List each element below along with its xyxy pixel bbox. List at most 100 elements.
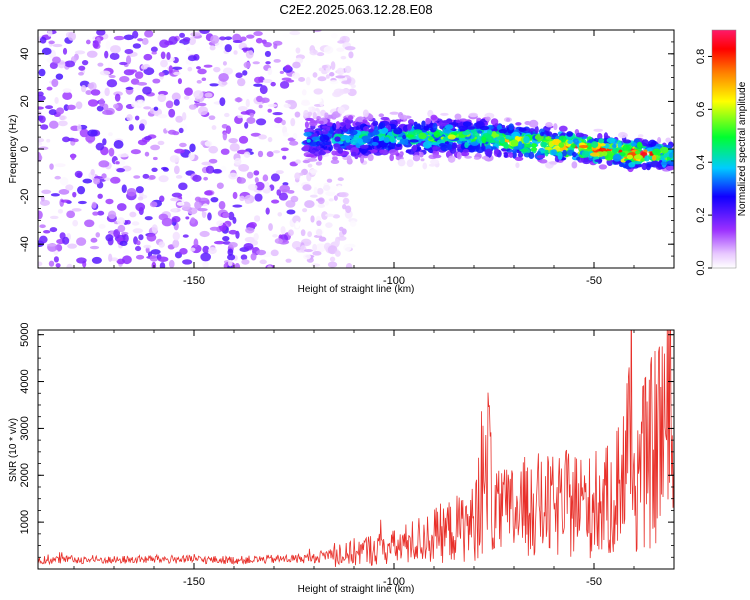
heatmap-cell [75, 101, 83, 110]
heatmap-cell [190, 217, 196, 224]
heatmap-cell [312, 243, 318, 252]
heatmap-cell [40, 195, 45, 202]
heatmap-cell [149, 201, 158, 208]
heatmap-cell [188, 104, 197, 110]
heatmap-cell [113, 140, 124, 149]
heatmap-cell [362, 109, 369, 118]
heatmap-cell [92, 40, 99, 49]
heatmap-cell [87, 99, 99, 107]
heatmap-cell [244, 122, 249, 129]
heatmap-cell [571, 151, 577, 158]
heatmap-cell [76, 237, 87, 246]
heatmap-cell [371, 141, 379, 146]
heatmap-cell [515, 122, 522, 126]
heatmap-cell [193, 238, 199, 248]
heatmap-cell [243, 151, 251, 158]
heatmap-cell [208, 115, 216, 121]
heatmap-cell [177, 78, 182, 85]
heatmap-cell [46, 138, 51, 143]
heatmap-cell [86, 50, 98, 58]
heatmap-cell [423, 125, 430, 131]
heatmap-cell [411, 144, 418, 152]
heatmap-cell [336, 47, 345, 52]
heatmap-cell [347, 88, 357, 97]
heatmap-cell [171, 66, 183, 70]
heatmap-cell [302, 184, 312, 191]
heatmap-cell [244, 199, 251, 204]
heatmap-cell [628, 161, 636, 168]
heatmap-cell [315, 228, 323, 236]
heatmap-cell [481, 136, 487, 144]
heatmap-cell [588, 139, 595, 143]
heatmap-cell [617, 142, 622, 148]
heatmap-cell [121, 184, 127, 193]
heatmap-cell [222, 241, 231, 245]
heatmap-cell [194, 196, 202, 202]
heatmap-cell [48, 109, 57, 116]
heatmap-cell [224, 36, 233, 41]
heatmap-cell [473, 156, 481, 160]
heatmap-cell [65, 184, 74, 191]
heatmap-cell [428, 136, 434, 140]
y-tick-label: -40 [19, 236, 31, 252]
heatmap-cell [204, 92, 213, 98]
heatmap-cell [243, 61, 251, 69]
y-tick-label: 5000 [19, 322, 31, 346]
heatmap-cell [476, 135, 482, 144]
heatmap-cell [518, 141, 523, 149]
heatmap-cell [399, 114, 408, 120]
heatmap-cell [558, 125, 568, 132]
heatmap-cell [87, 82, 95, 89]
heatmap-cell [332, 111, 341, 118]
heatmap-cell [132, 30, 139, 39]
heatmap-cell [239, 195, 245, 202]
heatmap-cell [538, 159, 548, 164]
heatmap-cell [125, 219, 131, 225]
heatmap-cell [633, 154, 643, 160]
heatmap-cell [136, 85, 141, 91]
heatmap-cell [168, 36, 178, 45]
heatmap-cell [108, 61, 113, 70]
heatmap-cell [665, 137, 672, 143]
heatmap-cell [323, 45, 334, 54]
heatmap-cell [220, 165, 227, 172]
heatmap-cell [135, 186, 144, 194]
heatmap-cell [238, 135, 249, 144]
heatmap-cell [311, 136, 320, 141]
heatmap-cell [85, 90, 93, 95]
heatmap-cell [72, 219, 79, 227]
heatmap-cell [443, 128, 452, 134]
heatmap-cell [378, 113, 385, 118]
heatmap-cell [340, 55, 347, 60]
heatmap-cell [283, 103, 291, 108]
heatmap-cell [254, 215, 261, 222]
heatmap-cell [49, 227, 58, 233]
heatmap-cell [129, 211, 137, 218]
heatmap-cell [329, 80, 339, 85]
heatmap-cell [294, 111, 301, 118]
heatmap-cell [436, 139, 446, 145]
heatmap-cell [566, 131, 574, 137]
heatmap-cell [258, 104, 263, 109]
heatmap-cell [136, 240, 141, 246]
heatmap-cell [295, 47, 301, 54]
heatmap-cell [268, 223, 273, 231]
heatmap-cell [326, 178, 333, 183]
y-tick-label: 40 [19, 48, 31, 60]
snr-y-ticks: 1000 2000 3000 4000 5000 [19, 322, 674, 570]
heatmap-cell [340, 135, 351, 141]
heatmap-cell [243, 243, 254, 250]
heatmap-cell [328, 130, 334, 134]
heatmap-cell [131, 221, 140, 226]
heatmap-cell [238, 106, 248, 112]
heatmap-cell [258, 134, 267, 140]
heatmap-cell [136, 81, 148, 86]
heatmap-cell [511, 148, 518, 154]
heatmap-cell [494, 147, 499, 155]
heatmap-cell [52, 56, 61, 64]
heatmap-cell [312, 112, 317, 120]
heatmap-cell [54, 163, 66, 168]
heatmap-cell [198, 106, 209, 116]
heatmap-cell [644, 155, 650, 162]
heatmap-cell [133, 175, 141, 179]
